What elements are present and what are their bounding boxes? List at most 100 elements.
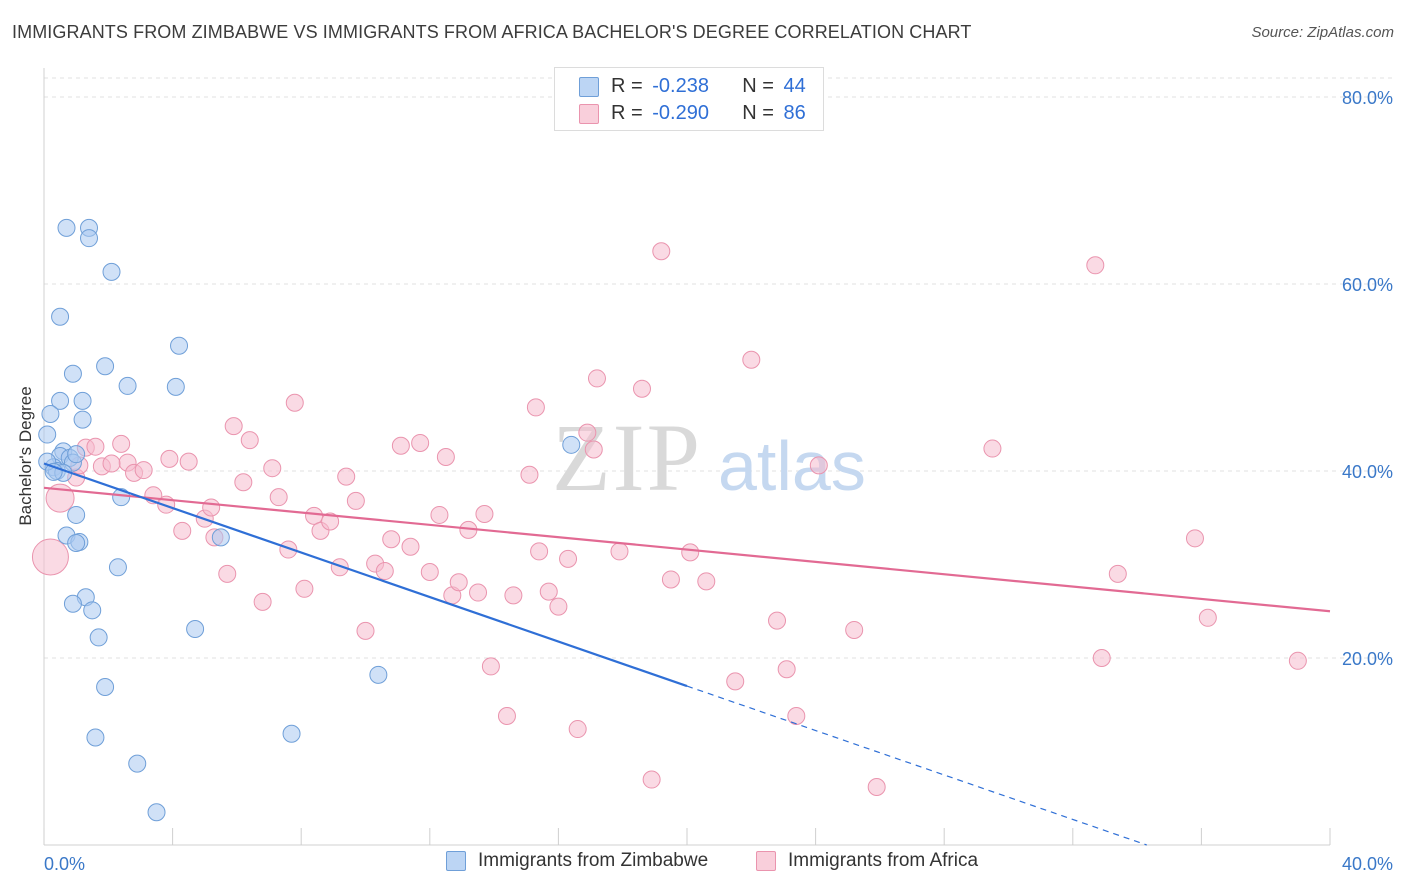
stats-box: R = -0.238 N = 44 R = -0.290 N = 86 (554, 67, 824, 131)
stats-swatch-zimbabwe (579, 76, 599, 97)
legend-label-zimbabwe: Immigrants from Zimbabwe (478, 850, 709, 871)
data-point-zimbabwe (562, 435, 581, 454)
data-point-africa (330, 558, 349, 577)
data-point-africa (449, 573, 468, 592)
data-point-zimbabwe (86, 728, 105, 747)
data-point-africa (218, 564, 237, 583)
data-point-zimbabwe (38, 425, 57, 444)
data-point-africa (549, 597, 568, 616)
data-point-africa (420, 562, 439, 581)
data-point-africa (469, 583, 488, 602)
data-point-zimbabwe (89, 628, 108, 647)
tick-labels: 20.0% 40.0% 60.0% 80.0% 0.0% 40.0% (44, 88, 1393, 874)
data-point-africa (526, 398, 545, 417)
data-point-africa (787, 706, 806, 725)
data-point-africa (375, 562, 394, 581)
legend-swatch-africa (756, 851, 776, 871)
source-label: Source: ZipAtlas.com (1251, 24, 1394, 41)
data-point-africa (697, 572, 716, 591)
data-point-zimbabwe (83, 601, 102, 620)
data-point-africa (382, 530, 401, 549)
watermark-atlas: atlas (718, 427, 866, 505)
data-point-africa (337, 467, 356, 486)
data-point-africa (777, 660, 796, 679)
data-point-africa (436, 447, 455, 466)
data-point-zimbabwe (73, 410, 92, 429)
data-point-africa (520, 465, 539, 484)
legend-item-africa[interactable]: Immigrants from Africa (756, 850, 978, 872)
data-point-africa (1288, 651, 1307, 670)
x-tick-label: 40.0% (1342, 854, 1393, 874)
data-point-zimbabwe (51, 307, 70, 326)
stats-r-label: R = (611, 102, 643, 124)
data-point-africa (285, 393, 304, 412)
data-point-africa (86, 437, 105, 456)
data-point-africa (530, 542, 549, 561)
x-tick-label: 0.0% (44, 854, 85, 874)
legend: Immigrants from Zimbabwe Immigrants from… (0, 850, 1406, 880)
stats-r-value: -0.238 (652, 75, 709, 97)
data-point-africa (642, 770, 661, 789)
data-point-zimbabwe (170, 336, 189, 355)
data-point-zimbabwe (73, 391, 92, 410)
data-point-africa (1108, 564, 1127, 583)
watermark-zip: ZIP (552, 404, 702, 511)
data-point-zimbabwe (41, 404, 60, 423)
data-point-africa (768, 611, 787, 630)
data-point-africa (279, 540, 298, 559)
data-point-africa (652, 242, 671, 261)
data-point-africa (401, 537, 420, 556)
data-point-africa (742, 350, 761, 369)
data-point-africa (430, 505, 449, 524)
data-point-zimbabwe (166, 377, 185, 396)
data-point-africa (475, 505, 494, 524)
trendline-zimbabwe (43, 462, 688, 688)
data-point-africa (305, 506, 324, 525)
data-point-africa (202, 498, 221, 517)
data-point-africa (845, 620, 864, 639)
data-point-zimbabwe (108, 558, 127, 577)
stats-r-label: R = (611, 75, 643, 97)
stats-n-label: N = (742, 75, 774, 97)
data-point-africa (661, 570, 680, 589)
legend-swatch-zimbabwe (446, 851, 466, 871)
data-point-zimbabwe (211, 528, 230, 547)
data-point-africa (391, 436, 410, 455)
data-point-africa (1198, 608, 1217, 627)
data-point-zimbabwe (67, 533, 86, 552)
data-point-africa (240, 431, 259, 450)
y-tick-label: 80.0% (1342, 88, 1393, 108)
data-point-africa (269, 488, 288, 507)
data-point-africa (1185, 529, 1204, 548)
data-point-zimbabwe (186, 620, 205, 639)
legend-item-zimbabwe[interactable]: Immigrants from Zimbabwe (446, 850, 708, 872)
data-point-zimbabwe (63, 364, 82, 383)
data-point-africa (253, 592, 272, 611)
data-point-africa (31, 538, 69, 576)
series-africa-points (31, 242, 1307, 797)
data-point-zimbabwe (282, 724, 301, 743)
trendline-zimbabwe-extension (686, 685, 1147, 846)
data-point-africa (173, 521, 192, 540)
data-point-zimbabwe (118, 376, 137, 395)
stats-n-value: 86 (783, 102, 806, 124)
grid (44, 77, 1393, 659)
data-point-africa (610, 542, 629, 561)
data-point-africa (632, 379, 651, 398)
data-point-africa (1086, 256, 1105, 275)
stats-n-value: 44 (783, 75, 806, 97)
data-point-africa (112, 434, 131, 453)
data-point-africa (321, 512, 340, 531)
data-point-zimbabwe (112, 488, 131, 507)
stats-row-africa: R = -0.290 N = 86 (579, 102, 806, 125)
y-tick-label: 20.0% (1342, 649, 1393, 669)
y-axis-label: Bachelor's Degree (16, 386, 35, 526)
data-point-africa (559, 549, 578, 568)
data-point-zimbabwe (128, 754, 147, 773)
data-point-africa (867, 778, 886, 797)
trend-lines (43, 462, 1331, 846)
stats-n-label: N = (742, 102, 774, 124)
data-point-zimbabwe (57, 218, 76, 237)
data-point-zimbabwe (369, 665, 388, 684)
data-point-africa (411, 433, 430, 452)
